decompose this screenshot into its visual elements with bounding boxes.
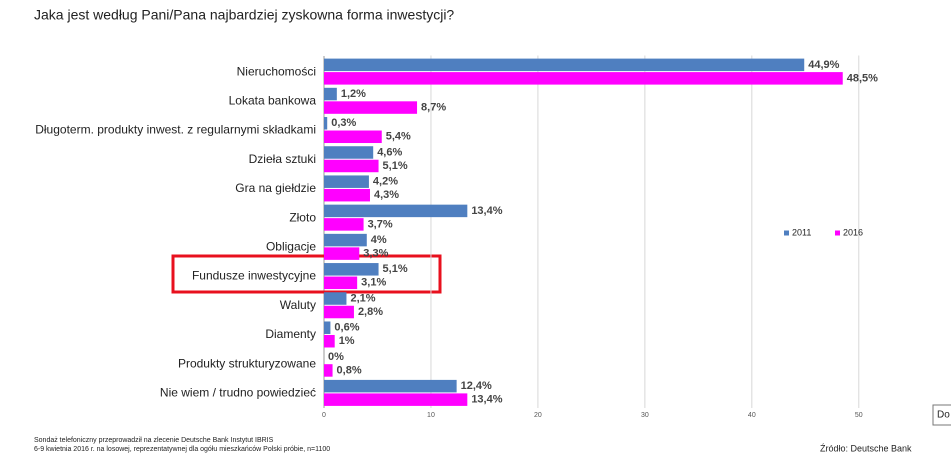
bar <box>324 101 418 114</box>
bar <box>324 334 335 348</box>
value-label: 4% <box>371 234 387 246</box>
x-tick-label: 40 <box>748 412 756 419</box>
bar <box>324 218 364 231</box>
x-tick-label: 30 <box>641 412 649 419</box>
value-label: 13,4% <box>471 205 502 217</box>
value-label: 0,3% <box>331 117 356 129</box>
bar <box>324 364 333 377</box>
value-label: 12,4% <box>461 380 492 392</box>
source: Źródło: Deutsche Bank <box>820 443 912 453</box>
value-label: 1% <box>339 335 355 347</box>
legend-swatch <box>784 230 789 236</box>
x-tick-label: 50 <box>855 412 863 419</box>
footnote: Sondaż telefoniczny przeprowadził na zle… <box>34 437 274 444</box>
bar <box>324 175 369 188</box>
category-label: Diamenty <box>265 327 316 341</box>
category-label: Fundusze inwestycyjne <box>192 269 316 283</box>
bar <box>324 159 379 173</box>
value-label: 1,2% <box>341 88 366 100</box>
value-label: 8,7% <box>421 101 446 113</box>
category-label: Waluty <box>280 298 316 312</box>
bar <box>324 292 347 305</box>
bar <box>324 117 328 130</box>
value-label: 4,6% <box>377 146 402 158</box>
tooltip-box <box>932 404 951 426</box>
bar <box>324 276 358 290</box>
bar <box>324 263 379 276</box>
value-label: 4,3% <box>374 189 399 201</box>
bar <box>324 146 374 159</box>
category-label: Obligacje <box>266 240 316 254</box>
category-label: Gra na giełdzie <box>235 181 316 195</box>
legend-swatch <box>835 230 840 236</box>
bar <box>324 379 457 393</box>
category-label: Nieruchomości <box>237 64 316 78</box>
footnote: 6-9 kwietnia 2016 r. na losowej, repreze… <box>34 446 330 453</box>
value-label: 2,8% <box>358 306 383 318</box>
value-label: 5,1% <box>383 160 408 172</box>
category-label: Długoterm. produkty inwest. z regularnym… <box>35 123 316 137</box>
value-label: 3,1% <box>361 277 386 289</box>
category-label: Lokata bankowa <box>229 93 317 107</box>
category-label: Złoto <box>289 210 316 224</box>
x-tick-label: 0 <box>322 412 326 419</box>
legend-label: 2011 <box>792 227 811 237</box>
bar <box>324 204 468 218</box>
legend-label: 2016 <box>843 227 863 237</box>
bar <box>324 130 382 144</box>
x-tick-label: 20 <box>534 412 542 419</box>
value-label: 44,9% <box>808 59 839 71</box>
bar <box>324 393 468 406</box>
bar <box>324 233 367 247</box>
tooltip: Do <box>937 410 950 421</box>
value-label: 48,5% <box>847 72 878 84</box>
value-label: 5,1% <box>383 263 408 275</box>
category-label: Nie wiem / trudno powiedzieć <box>160 386 316 400</box>
chart-title: Jaka jest według Pani/Pana najbardziej z… <box>34 7 454 23</box>
value-label: 4,2% <box>373 176 398 188</box>
value-label: 5,4% <box>386 131 411 143</box>
bar <box>324 58 805 72</box>
value-label: 2,1% <box>350 292 375 304</box>
value-label: 0,8% <box>337 364 362 376</box>
value-label: 3,3% <box>363 248 388 260</box>
value-label: 0% <box>328 351 344 363</box>
bar <box>324 321 331 334</box>
category-label: Produkty strukturyzowane <box>178 356 316 370</box>
bar <box>324 188 370 202</box>
bar <box>324 72 843 85</box>
bar <box>324 87 337 101</box>
bar <box>324 305 354 319</box>
highlight-box <box>171 254 442 294</box>
bar <box>324 247 360 260</box>
value-label: 13,4% <box>471 394 502 406</box>
value-label: 0,6% <box>334 322 359 334</box>
value-label: 3,7% <box>368 218 393 230</box>
x-tick-label: 10 <box>427 412 435 419</box>
category-label: Dzieła sztuki <box>249 152 316 166</box>
